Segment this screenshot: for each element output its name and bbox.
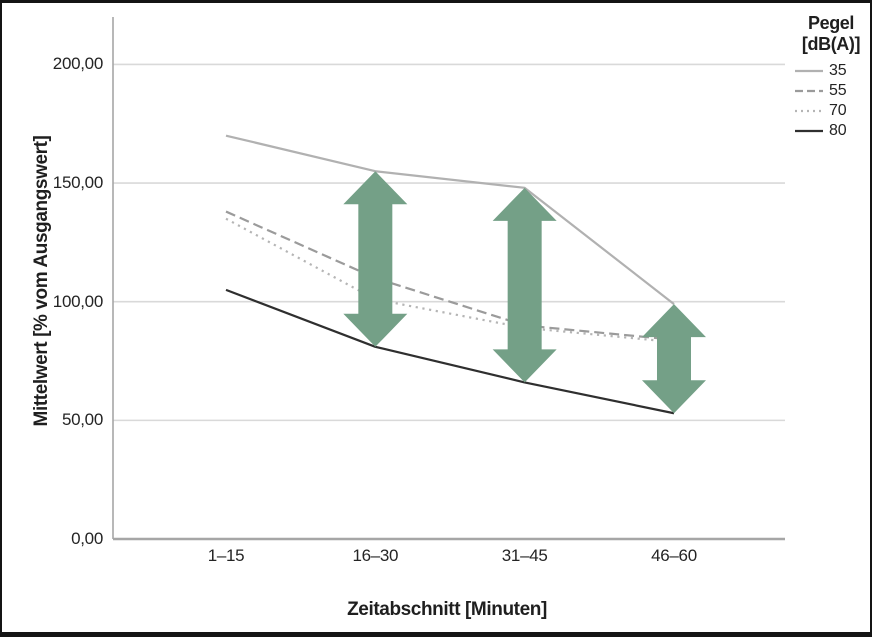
legend-title-line2: [dB(A)] <box>801 34 861 54</box>
double-arrow-annotation <box>641 304 706 414</box>
legend-title: Pegel [dB(A)] <box>794 13 868 55</box>
series-line-70 <box>225 217 675 344</box>
legend-line-swatch-icon <box>795 69 823 73</box>
legend-items: 35 55 70 80 <box>794 61 868 141</box>
legend-item: 55 <box>794 81 868 101</box>
legend-item-label: 55 <box>829 82 847 99</box>
x-tick-label: 16–30 <box>352 546 399 565</box>
series-line-55 <box>225 210 675 341</box>
y-tick-label: 0,00 <box>71 529 103 548</box>
legend-line-swatch-icon <box>795 129 823 133</box>
y-tick-label: 200,00 <box>52 54 104 74</box>
series-line-80 <box>225 288 675 415</box>
series-line-35 <box>225 134 675 305</box>
plot-area <box>112 17 785 541</box>
x-tick-label: 31–45 <box>501 546 548 565</box>
legend-line-swatch-icon <box>795 109 823 113</box>
legend-item: 70 <box>794 101 868 121</box>
legend-item-label: 70 <box>829 102 847 119</box>
y-tick-label: 150,00 <box>52 173 104 193</box>
x-tick-label: 46–60 <box>651 546 697 565</box>
legend-line-swatch-icon <box>795 89 823 93</box>
x-tick-label: 1–15 <box>207 546 245 565</box>
x-axis-title: Zeitabschnitt [Minuten] <box>347 599 547 620</box>
legend: Pegel [dB(A)] 35 55 70 80 <box>794 13 868 141</box>
double-arrow-annotation <box>343 171 408 347</box>
y-tick-label: 100,00 <box>52 291 104 311</box>
legend-title-line1: Pegel <box>807 13 855 33</box>
double-arrow-annotation <box>492 187 557 383</box>
legend-item-label: 35 <box>829 62 847 79</box>
legend-item-label: 80 <box>829 122 847 139</box>
legend-item: 35 <box>794 61 868 81</box>
y-tick-label: 50,00 <box>61 410 103 430</box>
legend-item: 80 <box>794 121 868 141</box>
